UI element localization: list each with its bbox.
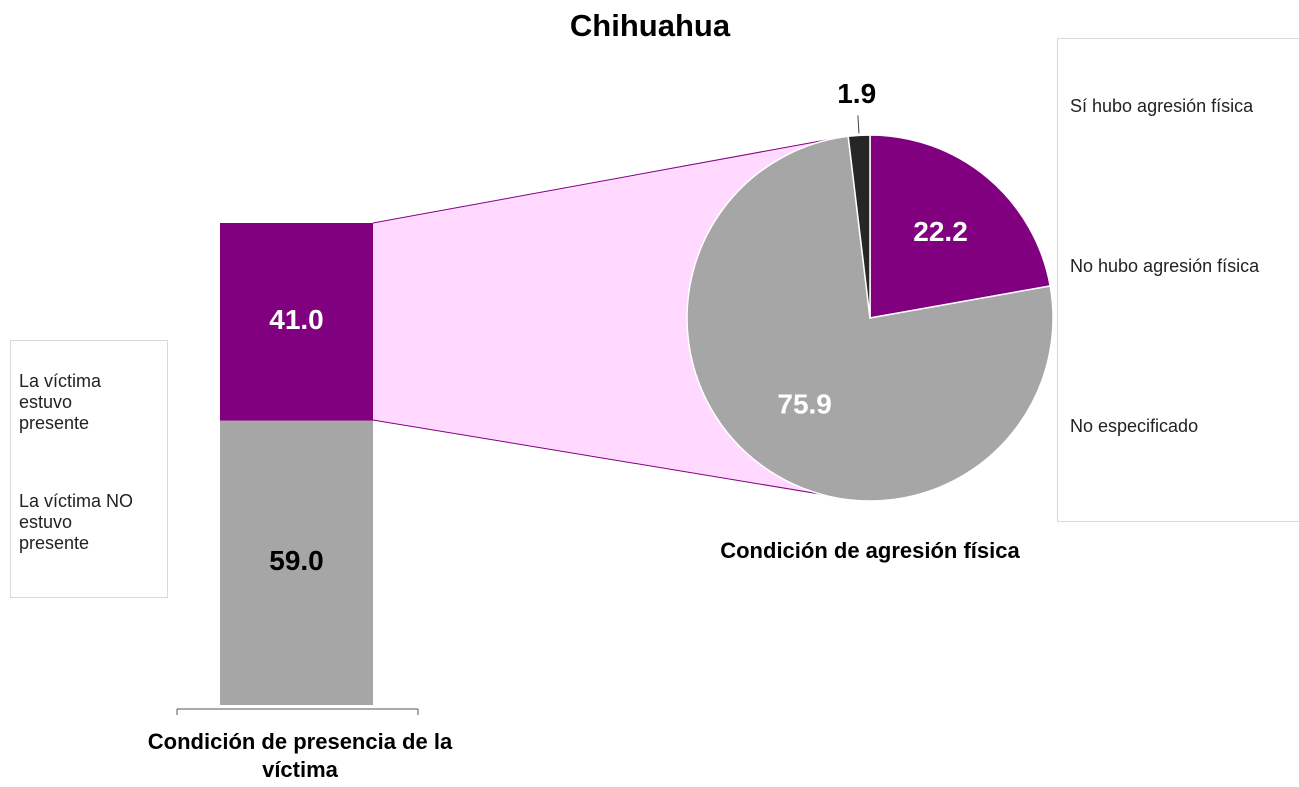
leader-line (857, 115, 860, 134)
legend-entry: Sí hubo agresión física (1070, 96, 1299, 117)
legend: Sí hubo agresión física No hubo agresión … (1057, 38, 1299, 522)
pie-slice (869, 134, 1052, 319)
x-axis-title: Condición de agresión física (720, 538, 1020, 563)
legend-label: Sí hubo agresión física (1070, 96, 1254, 116)
legend-label: No hubo agresión física (1070, 256, 1260, 276)
legend-entry: No especificado (1070, 416, 1299, 437)
legend: La víctima estuvo presente La víctima NO … (10, 340, 168, 598)
data-label: 59.0 (269, 545, 324, 576)
data-label: 22.2 (913, 216, 968, 247)
legend-label: No especificado (1070, 416, 1199, 436)
x-axis-title: Condición de presencia de la víctima (147, 729, 453, 782)
legend-label: La víctima estuvo presente (19, 371, 102, 433)
data-label: 75.9 (777, 389, 832, 420)
bar (220, 420, 373, 705)
pie-slice (686, 135, 1054, 502)
legend-entry: La víctima estuvo presente (19, 371, 159, 434)
bar (220, 223, 373, 421)
data-label: 41.0 (269, 304, 324, 335)
legend-label: La víctima NO estuvo presente (19, 491, 134, 553)
legend-entry: No hubo agresión física (1070, 256, 1299, 277)
legend-entry: La víctima NO estuvo presente (19, 491, 159, 554)
pie-slice (847, 134, 871, 319)
data-label: 1.9 (837, 78, 876, 109)
connector-line (372, 137, 839, 224)
chart-title: Chihuahua (569, 8, 731, 43)
connector-line (372, 419, 861, 502)
